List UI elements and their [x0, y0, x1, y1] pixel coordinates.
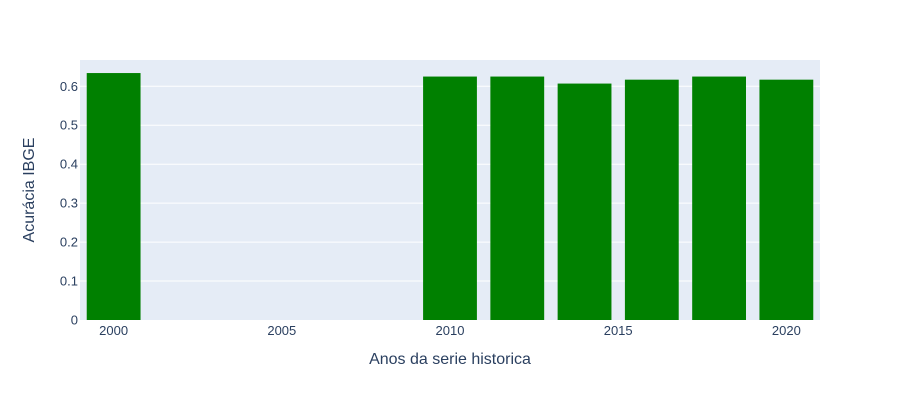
x-tick-label: 2000 [99, 323, 128, 338]
y-tick-label: 0 [71, 313, 78, 328]
y-tick-label: 0.3 [60, 196, 78, 211]
x-axis-ticks: 2000 2005 2010 2015 2020 [99, 323, 801, 338]
bar-2012 [490, 76, 545, 320]
bars [86, 73, 814, 320]
x-tick-label: 2005 [267, 323, 296, 338]
x-tick-label: 2015 [604, 323, 633, 338]
x-axis-title: Anos da serie historica [369, 351, 531, 368]
y-tick-label: 0.4 [60, 157, 78, 172]
bar-2016 [624, 79, 679, 320]
bar-2020 [759, 79, 814, 320]
bar-2000 [86, 73, 141, 320]
y-tick-label: 0.6 [60, 79, 78, 94]
x-tick-label: 2020 [772, 323, 801, 338]
bar-2018 [692, 76, 746, 320]
y-tick-label: 0.2 [60, 235, 78, 250]
x-tick-label: 2010 [436, 323, 465, 338]
y-axis-ticks: 0 0.1 0.2 0.3 0.4 0.5 0.6 [60, 79, 78, 328]
y-tick-label: 0.1 [60, 274, 78, 289]
y-tick-label: 0.5 [60, 118, 78, 133]
bar-2010 [423, 76, 477, 320]
bar-2014 [557, 83, 612, 320]
y-axis-title: Acurácia IBGE [21, 138, 38, 243]
